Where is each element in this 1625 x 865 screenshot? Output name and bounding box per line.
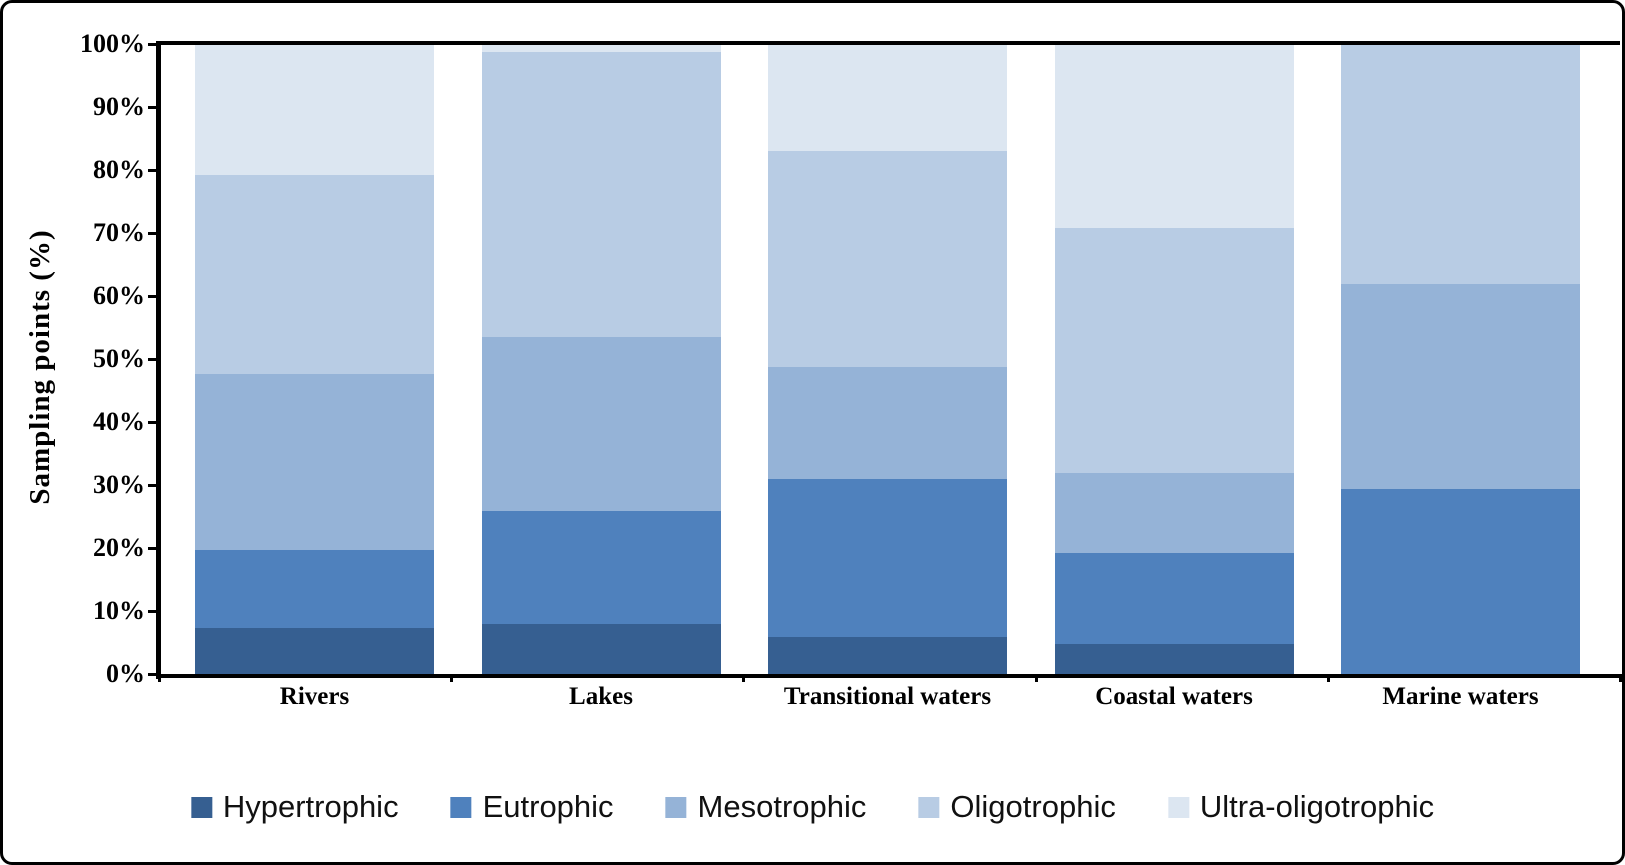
bar-segment-hypertrophic — [768, 637, 1007, 674]
y-tick-label: 100% — [80, 29, 145, 58]
bar-segment-oligotrophic — [1341, 44, 1580, 285]
legend-label: Mesotrophic — [697, 789, 867, 824]
y-tick-mark — [148, 358, 157, 361]
bar-segment-ultra-oligotrophic — [1054, 44, 1294, 228]
y-tick-label: 60% — [93, 281, 145, 310]
bar-segment-mesotrophic — [768, 367, 1007, 480]
bar-segment-oligotrophic — [195, 175, 434, 375]
legend: Hypertrophic Eutrophic Mesotrophic Oligotro… — [190, 789, 1435, 825]
y-tick-label: 90% — [93, 92, 145, 121]
bar-segment-hypertrophic — [481, 623, 721, 674]
legend-swatch-icon — [450, 796, 472, 818]
y-tick-mark — [148, 484, 157, 487]
legend-swatch-icon — [918, 796, 940, 818]
x-category-label: Transitional waters — [783, 683, 992, 710]
legend-swatch-icon — [665, 796, 687, 818]
legend-item-ultra-oligotrophic: Ultra-oligotrophic — [1167, 789, 1435, 825]
bar-segment-mesotrophic — [1341, 284, 1580, 490]
legend-item-hypertrophic: Hypertrophic — [190, 789, 399, 825]
bar-segment-mesotrophic — [481, 336, 721, 511]
y-tick-label: 80% — [93, 155, 145, 184]
y-tick-mark — [148, 106, 157, 109]
y-tick-label: 0% — [106, 659, 145, 688]
legend-swatch-icon — [190, 796, 212, 818]
legend-item-eutrophic: Eutrophic — [450, 789, 614, 825]
top-gridline-100pct — [156, 41, 1620, 45]
legend-label: Eutrophic — [482, 789, 614, 824]
x-tick-mark — [1619, 674, 1622, 682]
y-tick-label: 30% — [93, 470, 145, 499]
bar-segment-ultra-oligotrophic — [481, 44, 721, 53]
legend-swatch-icon — [1167, 796, 1189, 818]
x-category-label: Marine waters — [1382, 683, 1539, 710]
legend-label: Ultra-oligotrophic — [1199, 789, 1435, 824]
bar-segment-eutrophic — [768, 479, 1007, 638]
bar-segment-mesotrophic — [195, 374, 434, 550]
x-tick-mark — [742, 674, 746, 682]
x-tick-mark — [1326, 674, 1330, 682]
x-tick-mark — [1034, 674, 1038, 682]
bar-segment-mesotrophic — [1054, 473, 1294, 554]
y-tick-mark — [148, 673, 157, 676]
bar-segment-eutrophic — [1054, 553, 1294, 644]
bar-segment-ultra-oligotrophic — [768, 44, 1007, 152]
bar-segment-ultra-oligotrophic — [195, 44, 434, 176]
legend-label: Oligotrophic — [950, 789, 1116, 824]
y-tick-label: 10% — [93, 596, 145, 625]
bar-segment-eutrophic — [195, 549, 434, 628]
y-tick-mark — [148, 232, 157, 235]
y-tick-mark — [148, 421, 157, 424]
y-tick-label: 50% — [93, 344, 145, 373]
y-axis-line — [156, 41, 161, 679]
bar-segment-oligotrophic — [1054, 227, 1294, 474]
x-category-label: Coastal waters — [1095, 683, 1253, 710]
bar-segment-eutrophic — [481, 510, 721, 624]
x-category-label: Rivers — [279, 683, 350, 710]
x-category-label: Lakes — [569, 683, 633, 710]
bar-segment-oligotrophic — [768, 151, 1007, 368]
y-tick-label: 40% — [93, 407, 145, 436]
y-tick-mark — [148, 169, 157, 172]
y-tick-label: 70% — [93, 218, 145, 247]
y-tick-label: 20% — [93, 533, 145, 562]
y-tick-mark — [148, 610, 157, 613]
bar-segment-hypertrophic — [195, 628, 434, 674]
legend-label: Hypertrophic — [222, 789, 399, 824]
y-tick-mark — [148, 43, 157, 46]
y-tick-mark — [148, 547, 157, 550]
x-tick-mark — [158, 674, 161, 682]
x-axis-line — [156, 674, 1620, 678]
bar-segment-eutrophic — [1341, 489, 1580, 674]
y-tick-mark — [148, 295, 157, 298]
legend-item-oligotrophic: Oligotrophic — [918, 789, 1116, 825]
legend-item-mesotrophic: Mesotrophic — [665, 789, 867, 825]
bar-segment-hypertrophic — [1054, 643, 1294, 674]
x-tick-mark — [450, 674, 454, 682]
bar-segment-oligotrophic — [481, 52, 721, 337]
